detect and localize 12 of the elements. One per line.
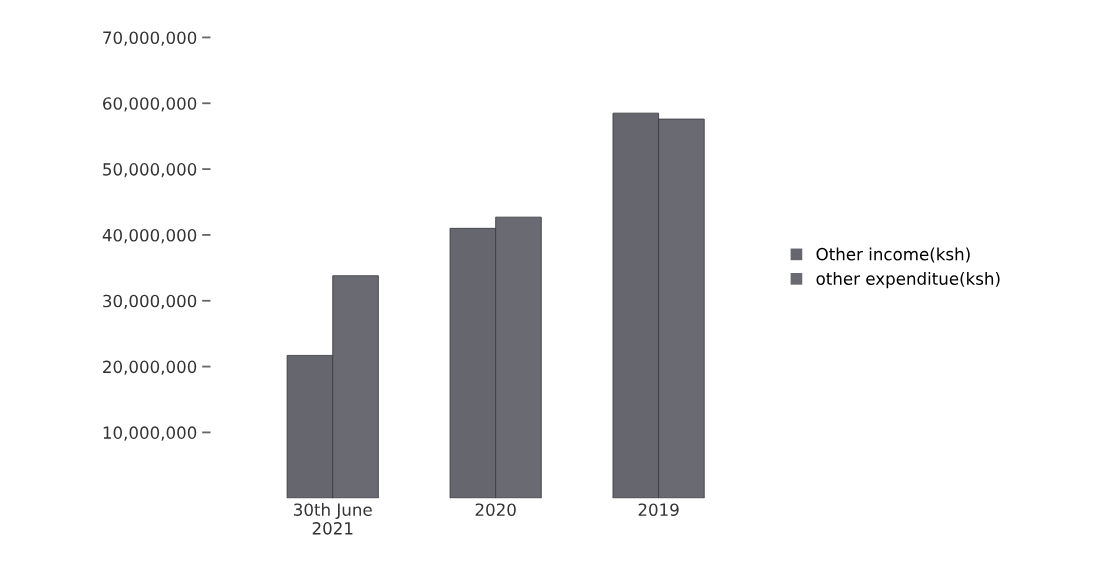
y-tick-label: 60,000,000 <box>103 97 197 112</box>
y-tick-label: 40,000,000 <box>102 228 197 244</box>
y-tick-label: 50,000,000 <box>103 163 197 178</box>
x-tick-label: 2020 <box>475 503 516 516</box>
legend-label: other expenditue(ksh) <box>816 272 1000 289</box>
x-tick-label: 30th June 2021 <box>294 503 372 535</box>
y-tick-label: 20,000,000 <box>103 360 197 375</box>
x-tick-label: 2019 <box>638 503 679 516</box>
y-tick-label: 30,000,000 <box>103 294 197 310</box>
legend-label: Other income(ksh) <box>816 247 970 263</box>
y-tick-label: 10,000,000 <box>103 426 197 441</box>
y-tick-label: 70,000,000 <box>103 31 197 46</box>
